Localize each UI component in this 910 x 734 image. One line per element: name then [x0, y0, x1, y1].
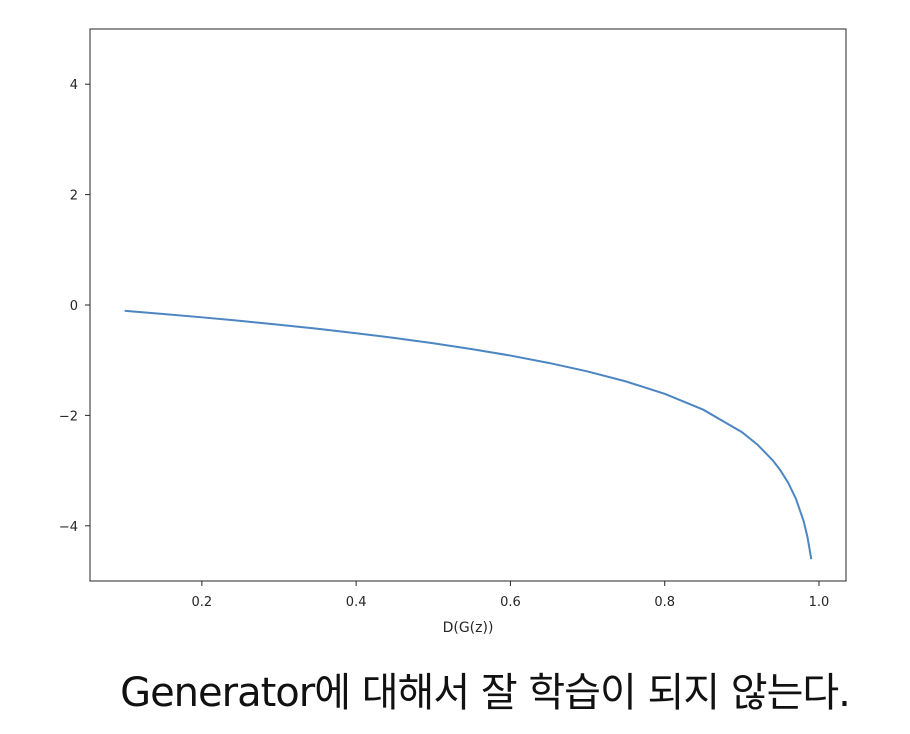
y-tick-label: −2 — [59, 409, 78, 424]
plot-frame — [89, 28, 847, 582]
x-tick-label: 0.2 — [192, 595, 213, 610]
y-tick-label: −4 — [59, 520, 78, 535]
x-tick-label: 0.8 — [654, 595, 675, 610]
x-tick-label: 0.6 — [500, 595, 521, 610]
y-tick-label: 4 — [70, 78, 78, 93]
y-tick-label: 2 — [70, 189, 78, 204]
chart: −4 −2 0 2 4 0.2 0.4 0.6 0.8 1.0 D(G(z)) — [59, 28, 847, 636]
x-axis: 0.2 0.4 0.6 0.8 1.0 — [192, 581, 830, 610]
series-line — [124, 309, 813, 560]
x-axis-label: D(G(z)) — [443, 620, 494, 636]
x-tick-label: 0.4 — [346, 595, 367, 610]
y-tick-label: 0 — [70, 299, 78, 314]
x-tick-label: 1.0 — [809, 595, 830, 610]
caption: Generator에 대해서 잘 학습이 되지 않는다. — [120, 670, 851, 716]
y-axis: −4 −2 0 2 4 — [59, 78, 90, 535]
